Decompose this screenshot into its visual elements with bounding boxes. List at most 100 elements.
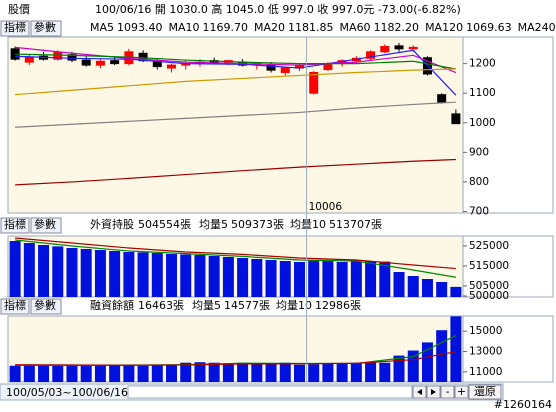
candle-body: [110, 60, 120, 65]
legend-name: 均量10: [276, 299, 312, 312]
bar: [279, 362, 291, 382]
legend-value: 509373張: [231, 218, 284, 231]
bar: [322, 261, 334, 297]
axis-area: [462, 235, 554, 298]
average-line: [15, 351, 457, 366]
bar: [66, 365, 78, 382]
bar: [308, 260, 320, 297]
y-tick-label: 1200: [469, 58, 496, 70]
legend-value: 14577張: [224, 299, 270, 312]
arrow-right-icon: [431, 389, 436, 395]
parameter-button[interactable]: [30, 298, 62, 315]
bar: [407, 276, 419, 297]
y-tick-label: 13000: [469, 346, 502, 358]
parameter-button[interactable]: [30, 217, 62, 234]
y-tick-label: 525000: [469, 240, 509, 252]
bar: [265, 363, 277, 382]
bar: [9, 241, 21, 297]
quote-info: 100/06/16 開 1030.0 高 1045.0 低 997.0 收 99…: [95, 2, 461, 16]
legend-value: 1069.63: [466, 21, 512, 34]
bar: [379, 261, 391, 297]
bar: [80, 365, 92, 382]
bar: [194, 255, 206, 297]
panel-title: 外資持股: [90, 217, 134, 231]
candle-body: [24, 56, 34, 63]
scrollbar[interactable]: [127, 385, 413, 399]
bar: [23, 364, 35, 382]
candle-body: [366, 51, 376, 59]
zoom-out-button[interactable]: [440, 385, 455, 399]
bar: [66, 248, 78, 297]
legend-name: MA120: [425, 21, 463, 34]
bar: [151, 365, 163, 382]
bar: [94, 364, 106, 382]
indicator-label: 指標: [4, 217, 26, 231]
legend-name: MA20: [254, 21, 285, 34]
candle-body: [81, 59, 91, 66]
bar: [180, 362, 192, 382]
bar: [308, 364, 320, 382]
plot-area: [7, 36, 464, 214]
y-tick-label: 1100: [469, 87, 496, 99]
bar: [94, 250, 106, 297]
bar: [180, 254, 192, 297]
month-label: 10006: [309, 201, 343, 213]
bar: [350, 261, 362, 297]
date-range: 100/05/03~100/06/16: [6, 386, 128, 399]
legend-name: MA10: [169, 21, 200, 34]
bar: [52, 246, 64, 297]
candle-body: [408, 46, 418, 50]
bar: [80, 249, 92, 297]
legend-value: 1181.85: [288, 21, 334, 34]
bar: [336, 262, 348, 297]
bar: [322, 363, 334, 382]
candle-body: [309, 71, 319, 94]
bar: [123, 364, 135, 382]
parameter-label: 參數: [34, 298, 56, 312]
zoom-in-button[interactable]: [454, 385, 469, 399]
bar: [208, 362, 220, 382]
candle-body: [280, 67, 290, 73]
indicator-label: 指標: [4, 20, 26, 34]
legend-value: 513707張: [329, 218, 382, 231]
parameter-button[interactable]: [30, 20, 62, 37]
indicator-button[interactable]: [0, 217, 30, 234]
y-tick-label: 500000: [469, 290, 509, 302]
bar: [38, 245, 50, 297]
bar: [293, 364, 305, 382]
bar: [251, 259, 263, 297]
bar: [365, 362, 377, 382]
bar: [379, 362, 391, 382]
average-line: [15, 53, 456, 70]
zoom-out-label: -: [446, 385, 450, 398]
y-tick-label: 700: [469, 206, 489, 218]
candle-body: [437, 94, 447, 103]
y-tick-label: 11000: [469, 366, 502, 378]
legend-name: 均量10: [290, 218, 326, 231]
legend-name: 均量5: [199, 218, 228, 231]
bar: [393, 355, 405, 382]
indicator-button[interactable]: [0, 298, 30, 315]
bar: [279, 261, 291, 297]
restore-button[interactable]: [468, 384, 502, 400]
bar: [137, 365, 149, 382]
average-line: [15, 68, 456, 96]
bar: [109, 251, 121, 297]
bar: [237, 258, 249, 297]
axis-area: [462, 315, 554, 383]
bar: [38, 365, 50, 382]
parameter-label: 參數: [34, 217, 56, 231]
bar: [436, 282, 448, 297]
indicator-button[interactable]: [0, 20, 30, 37]
parameter-label: 參數: [34, 20, 56, 34]
restore-label: 還原: [474, 385, 496, 398]
legend-name: 均量5: [192, 299, 221, 312]
bar: [293, 262, 305, 297]
panel-title: 融資餘額: [90, 298, 134, 312]
bar: [450, 316, 462, 382]
bar: [436, 330, 448, 382]
watermark: #1260164: [494, 398, 552, 411]
average-line: [15, 101, 456, 128]
y-tick-label: 800: [469, 176, 489, 188]
